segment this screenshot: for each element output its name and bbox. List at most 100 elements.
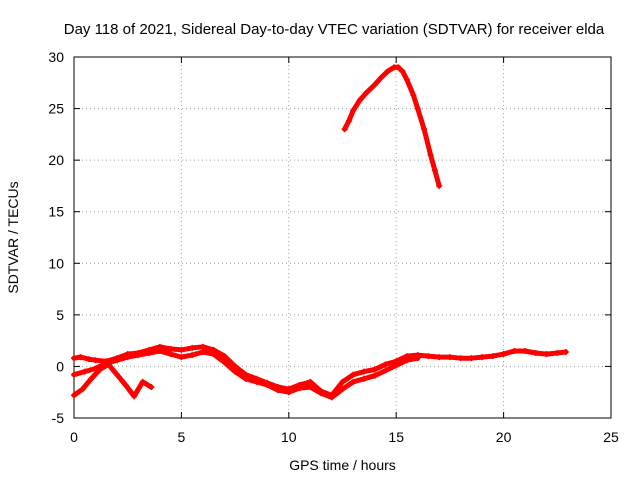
data-point xyxy=(285,389,292,396)
series-low-band-c xyxy=(71,361,155,400)
data-point xyxy=(378,74,385,81)
data-point xyxy=(436,354,443,361)
data-point xyxy=(489,353,496,360)
series-arc xyxy=(341,64,443,189)
series-layer xyxy=(71,64,569,401)
data-point xyxy=(382,361,389,368)
series-line xyxy=(342,64,442,189)
data-point xyxy=(403,357,410,364)
data-point xyxy=(148,384,155,391)
data-point xyxy=(146,350,153,357)
data-point xyxy=(446,354,453,361)
data-point xyxy=(221,359,228,366)
data-point xyxy=(393,362,400,369)
x-tick-label: 0 xyxy=(70,429,78,445)
data-point xyxy=(371,372,378,379)
data-point xyxy=(131,393,138,400)
data-point xyxy=(339,378,346,385)
axis-ticks: 0 5 10 15 20 25 -5 0 5 10 15 20 25 30 xyxy=(48,49,619,445)
series-low-band xyxy=(71,343,569,399)
data-point xyxy=(500,351,507,358)
data-point xyxy=(384,68,391,75)
data-point xyxy=(360,368,367,375)
data-point xyxy=(468,355,475,362)
data-point xyxy=(253,378,260,385)
data-point xyxy=(554,350,561,357)
data-point xyxy=(421,126,428,133)
data-point xyxy=(199,343,206,350)
x-tick-label: 10 xyxy=(281,429,297,445)
data-point xyxy=(81,368,88,375)
y-tick-label: 15 xyxy=(48,204,64,220)
data-point xyxy=(543,351,550,358)
data-point xyxy=(363,90,370,97)
y-axis-label: SDTVAR / TECUs xyxy=(5,181,21,293)
y-tick-label: 0 xyxy=(56,358,64,374)
data-point xyxy=(96,366,103,373)
data-point xyxy=(124,354,131,361)
y-tick-label: 5 xyxy=(56,307,64,323)
data-point xyxy=(414,355,421,362)
data-point xyxy=(414,105,421,112)
data-point xyxy=(350,378,357,385)
data-point xyxy=(199,348,206,355)
data-point xyxy=(410,92,417,99)
x-tick-label: 20 xyxy=(496,429,512,445)
data-point xyxy=(511,347,518,354)
data-point xyxy=(210,351,217,358)
data-point xyxy=(532,350,539,357)
data-point xyxy=(307,378,314,385)
data-point xyxy=(318,390,325,397)
data-point xyxy=(307,384,314,391)
data-point xyxy=(328,394,335,401)
data-point xyxy=(122,381,129,388)
y-tick-label: 25 xyxy=(48,101,64,117)
grid xyxy=(74,57,611,418)
data-point xyxy=(71,355,77,362)
data-point xyxy=(178,354,185,361)
x-tick-label: 15 xyxy=(388,429,404,445)
data-point xyxy=(522,347,529,354)
data-point xyxy=(436,182,443,189)
data-point xyxy=(457,355,464,362)
data-point xyxy=(189,352,196,359)
data-point xyxy=(88,375,95,382)
data-point xyxy=(356,97,363,104)
data-point xyxy=(71,392,77,399)
data-point xyxy=(79,386,86,393)
data-point xyxy=(113,357,120,364)
x-tick-label: 5 xyxy=(178,429,186,445)
data-point xyxy=(350,371,357,378)
data-point xyxy=(189,344,196,351)
data-point xyxy=(341,126,348,133)
data-point xyxy=(105,361,112,368)
data-point xyxy=(113,371,120,378)
data-point xyxy=(242,375,249,382)
y-tick-label: 10 xyxy=(48,255,64,271)
data-point xyxy=(167,345,174,352)
plot-frame xyxy=(73,56,612,419)
data-point xyxy=(382,367,389,374)
series-line xyxy=(71,361,154,399)
data-point xyxy=(403,76,410,83)
x-tick-label: 25 xyxy=(603,429,619,445)
data-point xyxy=(395,64,402,71)
data-point xyxy=(399,68,406,75)
data-point xyxy=(479,354,486,361)
data-point xyxy=(371,366,378,373)
x-axis-label: GPS time / hours xyxy=(289,457,396,473)
chart-title: Day 118 of 2021, Sidereal Day-to-day VTE… xyxy=(64,21,605,38)
data-point xyxy=(296,385,303,392)
data-point xyxy=(92,357,99,364)
data-point xyxy=(156,347,163,354)
data-point xyxy=(232,368,239,375)
data-point xyxy=(77,354,84,361)
data-point xyxy=(562,348,569,355)
data-point xyxy=(427,151,434,158)
data-point xyxy=(135,352,142,359)
data-point xyxy=(264,381,271,388)
series-low-band-b xyxy=(71,347,421,401)
data-point xyxy=(221,353,228,360)
y-tick-label: 30 xyxy=(48,49,64,65)
